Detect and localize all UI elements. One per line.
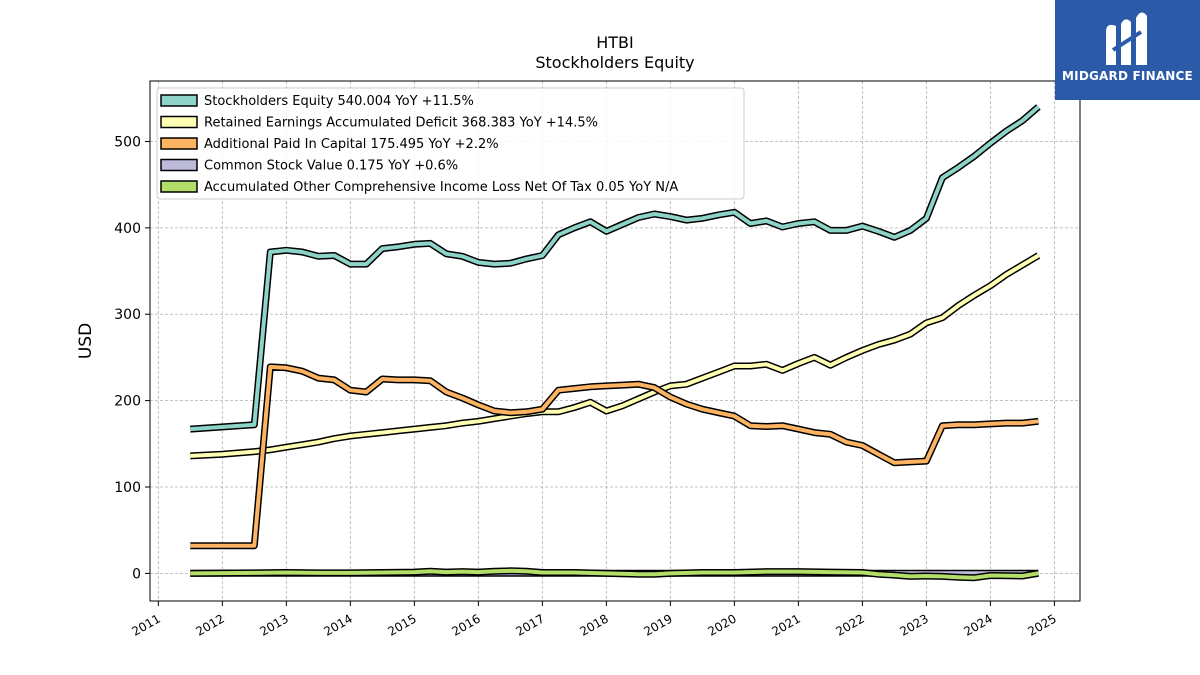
y-tick-label: 300	[114, 307, 141, 323]
x-tick-label: 2017	[513, 611, 546, 638]
legend-swatch-4	[160, 180, 198, 193]
x-tick-label: 2011	[129, 611, 162, 638]
y-tick-label: 0	[132, 566, 141, 582]
x-tick-label: 2020	[705, 611, 738, 638]
legend-swatch-0	[160, 94, 198, 107]
x-tick-label: 2013	[257, 611, 290, 638]
legend-label-1: Retained Earnings Accumulated Deficit 36…	[204, 116, 598, 131]
x-tick-label: 2021	[769, 611, 802, 638]
chart-title: HTBI	[596, 33, 634, 52]
legend-label-2: Additional Paid In Capital 175.495 YoY +…	[204, 137, 499, 152]
legend-swatch-1	[160, 115, 198, 129]
logo-mark-icon	[1106, 12, 1147, 66]
x-tick-label: 2023	[897, 611, 930, 638]
legend: Stockholders Equity 540.004 YoY +11.5% Re…	[156, 87, 745, 200]
y-axis-label: USD	[76, 323, 96, 359]
x-tick-label: 2025	[1025, 611, 1058, 638]
series-line-4	[190, 568, 1039, 580]
x-tick-label: 2024	[961, 611, 994, 638]
x-axis: 2011 2012 2013 2014 2015 2016 2017 2018 2019 2020…	[129, 601, 1059, 639]
legend-label-3: Common Stock Value 0.175 YoY +0.6%	[204, 159, 458, 174]
chart-subtitle: Stockholders Equity	[535, 53, 694, 72]
plot-frame	[149, 80, 1081, 602]
logo-text: MIDGARD FINANCE	[1062, 69, 1193, 83]
y-tick-label: 400	[114, 221, 141, 237]
x-tick-label: 2018	[577, 611, 610, 638]
legend-box	[156, 87, 745, 200]
x-tick-label: 2022	[833, 611, 866, 638]
x-tick-label: 2015	[385, 611, 418, 638]
x-tick-label: 2014	[321, 611, 354, 638]
legend-swatch-3	[160, 158, 198, 172]
series-line-2	[190, 364, 1039, 548]
y-axis: 0 100 200 300 400 500	[114, 134, 150, 582]
series-outline-1	[190, 252, 1041, 460]
series-line-1	[190, 253, 1040, 458]
y-tick-label: 500	[114, 134, 141, 150]
series-layer	[190, 104, 1041, 582]
y-tick-label: 100	[114, 480, 141, 496]
legend-swatch-2	[160, 137, 198, 150]
x-tick-label: 2016	[449, 611, 482, 638]
brand-logo: MIDGARD FINANCE	[1055, 0, 1200, 100]
y-tick-label: 200	[114, 394, 141, 410]
series-line-0	[190, 105, 1040, 432]
x-tick-label: 2012	[193, 611, 226, 638]
series-outline-2	[190, 363, 1039, 550]
legend-label-0: Stockholders Equity 540.004 YoY +11.5%	[204, 94, 474, 109]
legend-label-4: Accumulated Other Comprehensive Income L…	[204, 180, 678, 195]
x-tick-label: 2019	[641, 611, 674, 638]
